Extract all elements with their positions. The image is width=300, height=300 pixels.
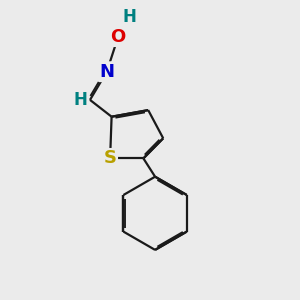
Text: S: S (103, 149, 117, 167)
Text: N: N (99, 63, 114, 81)
Text: H: H (74, 91, 87, 109)
Text: H: H (123, 8, 137, 26)
Text: O: O (111, 28, 126, 46)
